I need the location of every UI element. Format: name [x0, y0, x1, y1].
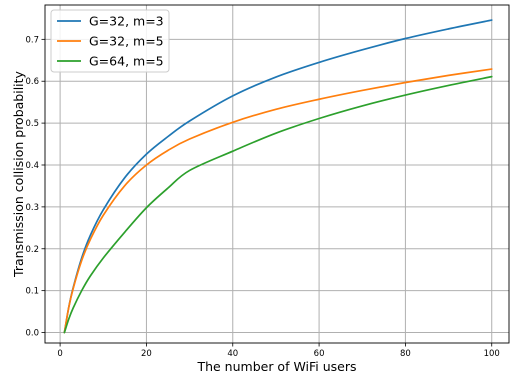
x-tick-label: 20: [141, 349, 152, 359]
x-axis-label: The number of WiFi users: [196, 359, 356, 374]
series-line-3: [64, 77, 491, 333]
x-tick-label: 40: [227, 349, 238, 359]
y-tick-label: 0.2: [25, 245, 39, 255]
x-tick-label: 0: [57, 349, 62, 359]
y-tick-label: 0.1: [25, 287, 39, 297]
legend-entry-3: G=64, m=5: [89, 54, 164, 69]
series-line-2: [64, 69, 491, 332]
x-tick-label: 80: [400, 349, 411, 359]
y-tick-label: 0.6: [25, 77, 39, 87]
x-axis-ticks: 0 20 40 60 80 100: [57, 343, 499, 359]
y-axis-ticks: 0.0 0.1 0.2 0.3 0.4 0.5 0.6 0.7: [25, 35, 45, 338]
legend-entry-2: G=32, m=5: [89, 34, 164, 49]
y-tick-label: 0.4: [25, 161, 39, 171]
y-tick-label: 0.7: [25, 35, 39, 45]
y-tick-label: 0.0: [25, 329, 39, 339]
legend: G=32, m=3 G=32, m=5 G=64, m=5: [51, 10, 169, 72]
y-tick-label: 0.5: [25, 119, 39, 129]
y-tick-label: 0.3: [25, 203, 39, 213]
x-tick-label: 60: [314, 349, 325, 359]
x-tick-label: 100: [484, 349, 500, 359]
y-axis-label: Transmission collision probability: [11, 70, 26, 277]
legend-entry-1: G=32, m=3: [89, 14, 164, 29]
